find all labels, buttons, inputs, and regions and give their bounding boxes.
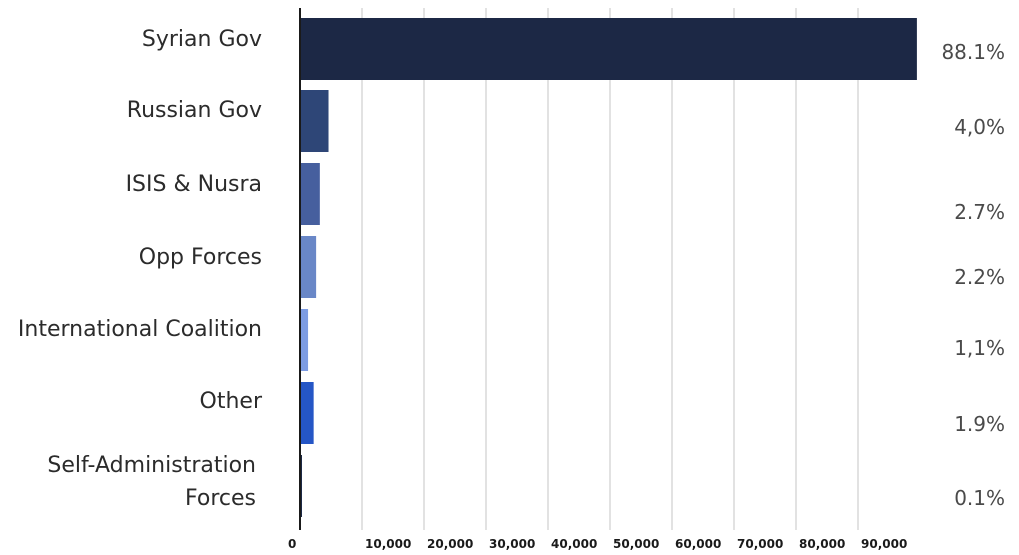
x-tick-label: 70,000	[737, 537, 783, 551]
category-label: Other	[200, 389, 263, 414]
category-label: Opp Forces	[139, 245, 262, 270]
x-tick-label: 20,000	[427, 537, 473, 551]
bar	[300, 309, 309, 371]
percent-label: 2.2%	[954, 265, 1005, 289]
x-tick-label: 40,000	[551, 537, 597, 551]
bars	[300, 18, 917, 517]
bar	[300, 236, 317, 298]
x-tick-label: 50,000	[613, 537, 659, 551]
category-label: Self-Administration Forces	[47, 453, 256, 511]
x-tick-label: 0	[288, 537, 296, 551]
grid-lines	[361, 8, 859, 530]
x-tick-label: 60,000	[675, 537, 721, 551]
x-tick-label: 30,000	[489, 537, 535, 551]
percent-label: 4,0%	[954, 115, 1005, 139]
percent-label: 2.7%	[954, 200, 1005, 224]
category-labels: Syrian Gov Russian Gov ISIS & Nusra Opp For…	[18, 27, 263, 511]
bar	[300, 18, 917, 80]
x-tick-labels: 0 10,000 20,000 30,000 40,000 50,000 60,000 70,…	[288, 537, 907, 551]
percent-label: 88.1%	[941, 40, 1005, 64]
x-tick-label: 80,000	[799, 537, 845, 551]
category-label: International Coalition	[18, 317, 262, 342]
bar	[300, 382, 314, 444]
category-label: Syrian Gov	[142, 27, 262, 52]
percent-labels: 88.1% 4,0% 2.7% 2.2% 1,1% 1.9% 0.1%	[941, 40, 1005, 510]
category-label: Russian Gov	[127, 98, 262, 123]
x-tick-label: 90,000	[861, 537, 907, 551]
bar	[300, 90, 329, 152]
percent-label: 1.9%	[954, 412, 1005, 436]
percent-label: 0.1%	[954, 486, 1005, 510]
bar	[300, 163, 320, 225]
x-tick-label: 10,000	[365, 537, 411, 551]
category-label: ISIS & Nusra	[126, 172, 262, 197]
percent-label: 1,1%	[954, 336, 1005, 360]
